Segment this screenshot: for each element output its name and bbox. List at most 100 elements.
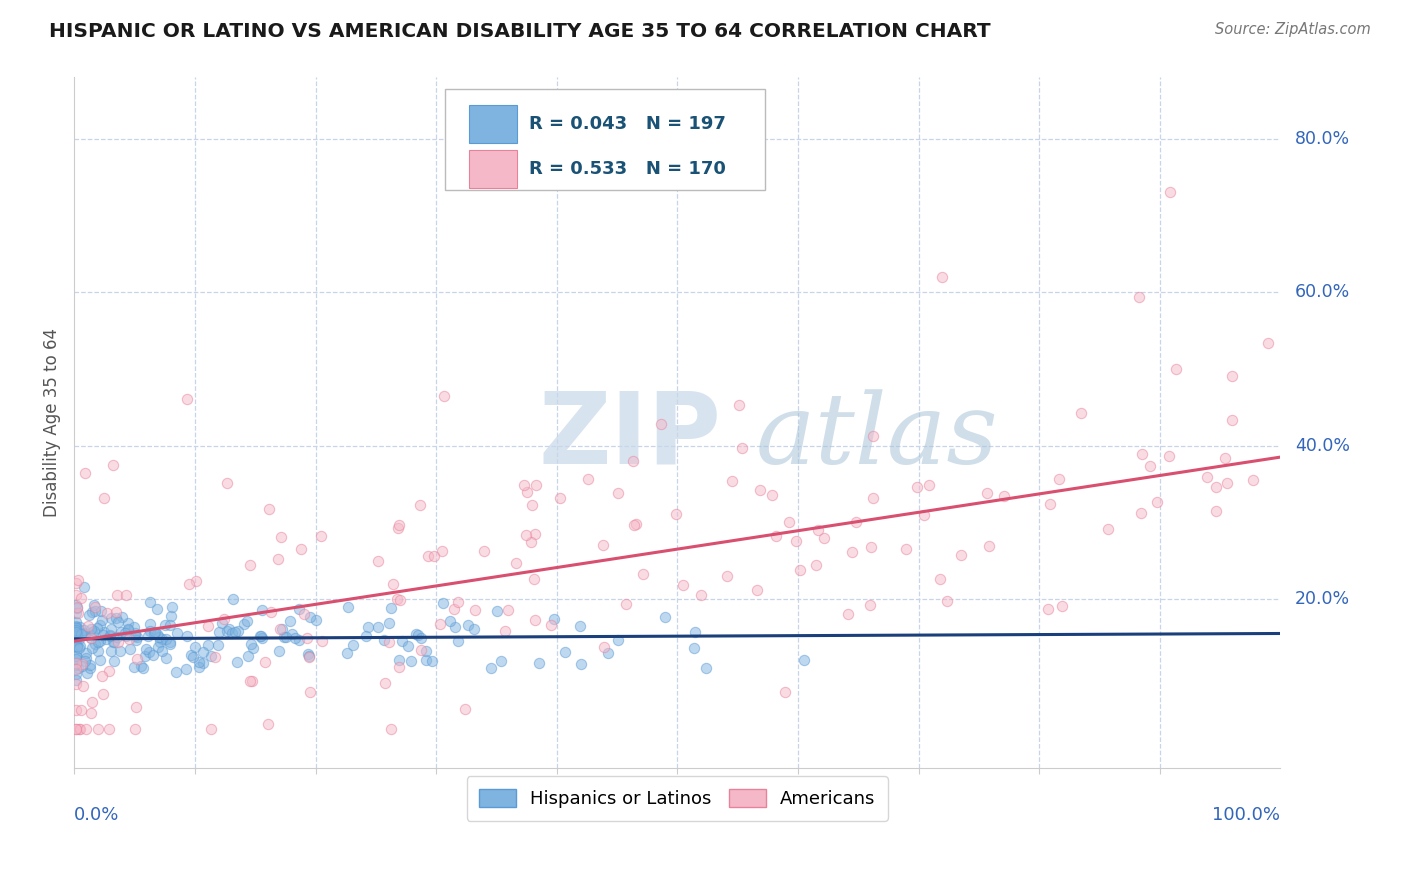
Point xyxy=(66,599,89,614)
Point xyxy=(1159,186,1181,200)
Point xyxy=(524,477,547,491)
Point xyxy=(222,591,245,606)
Point xyxy=(159,635,181,649)
Point xyxy=(837,607,859,621)
Point xyxy=(176,392,198,406)
Point xyxy=(415,653,437,667)
Point xyxy=(100,611,122,625)
Point xyxy=(813,531,835,545)
Point xyxy=(124,625,146,640)
Point xyxy=(159,618,181,632)
Point xyxy=(278,614,301,628)
Point xyxy=(84,604,107,618)
Point xyxy=(226,655,249,669)
Point xyxy=(188,655,211,669)
Point xyxy=(84,637,107,651)
Point xyxy=(447,634,470,648)
Point xyxy=(114,629,136,643)
Point xyxy=(65,657,87,671)
Point xyxy=(73,627,96,641)
Point xyxy=(454,702,477,716)
Point xyxy=(727,398,749,412)
Point xyxy=(1213,451,1236,466)
Point xyxy=(66,640,89,654)
Point xyxy=(80,631,103,645)
Point xyxy=(103,654,125,668)
Point xyxy=(420,654,443,668)
Point xyxy=(354,629,377,643)
Point xyxy=(457,618,479,632)
Point xyxy=(91,628,114,642)
Point xyxy=(515,528,537,542)
Point xyxy=(280,626,302,640)
Point xyxy=(936,594,959,608)
Point xyxy=(208,624,231,639)
Point xyxy=(124,723,146,737)
Point xyxy=(114,625,136,640)
Point xyxy=(69,723,91,737)
Point xyxy=(1130,447,1153,461)
Point xyxy=(181,649,204,664)
Point xyxy=(184,574,207,588)
Point xyxy=(83,624,105,638)
Point xyxy=(516,484,538,499)
Point xyxy=(292,607,315,621)
Point xyxy=(90,613,112,627)
Point xyxy=(79,608,101,623)
Point xyxy=(165,665,187,680)
Point xyxy=(93,491,115,505)
Point xyxy=(177,577,200,591)
Point xyxy=(98,723,121,737)
Point xyxy=(447,595,470,609)
Point xyxy=(127,652,149,666)
Point xyxy=(695,661,717,675)
Bar xyxy=(468,150,517,188)
Point xyxy=(67,641,90,656)
Point xyxy=(65,621,87,635)
Point xyxy=(67,723,90,737)
Point xyxy=(65,619,87,633)
Point xyxy=(976,486,998,500)
Point xyxy=(142,648,165,663)
Point xyxy=(200,723,222,737)
Text: HISPANIC OR LATINO VS AMERICAN DISABILITY AGE 35 TO 64 CORRELATION CHART: HISPANIC OR LATINO VS AMERICAN DISABILIT… xyxy=(49,22,991,41)
Point xyxy=(174,662,197,676)
Point xyxy=(65,722,87,736)
Point xyxy=(387,521,409,535)
Point xyxy=(288,633,311,648)
Point xyxy=(778,516,800,530)
Point xyxy=(191,645,214,659)
Point xyxy=(69,619,91,633)
Point xyxy=(807,523,830,537)
Point xyxy=(1220,369,1243,384)
Point xyxy=(1097,522,1119,536)
Point xyxy=(464,603,486,617)
Point xyxy=(607,633,630,648)
Point xyxy=(443,620,465,634)
Point xyxy=(626,516,648,531)
Point xyxy=(439,614,461,628)
Point xyxy=(405,627,427,641)
Point xyxy=(89,634,111,648)
Point xyxy=(66,601,89,615)
Point xyxy=(224,625,246,640)
Point xyxy=(568,618,591,632)
Point xyxy=(388,518,411,533)
Point xyxy=(841,545,863,559)
Point xyxy=(117,623,139,637)
Point xyxy=(183,640,205,654)
Point xyxy=(443,602,465,616)
Point xyxy=(67,606,90,620)
Point xyxy=(105,611,128,625)
Point xyxy=(101,458,124,473)
Point xyxy=(70,657,93,671)
Point xyxy=(631,566,654,581)
Point xyxy=(150,632,173,646)
Point xyxy=(252,603,274,617)
Point xyxy=(65,633,87,648)
Point xyxy=(232,617,254,632)
Point xyxy=(311,634,333,648)
Point xyxy=(267,552,290,566)
Point xyxy=(479,661,502,675)
Point xyxy=(80,641,103,656)
